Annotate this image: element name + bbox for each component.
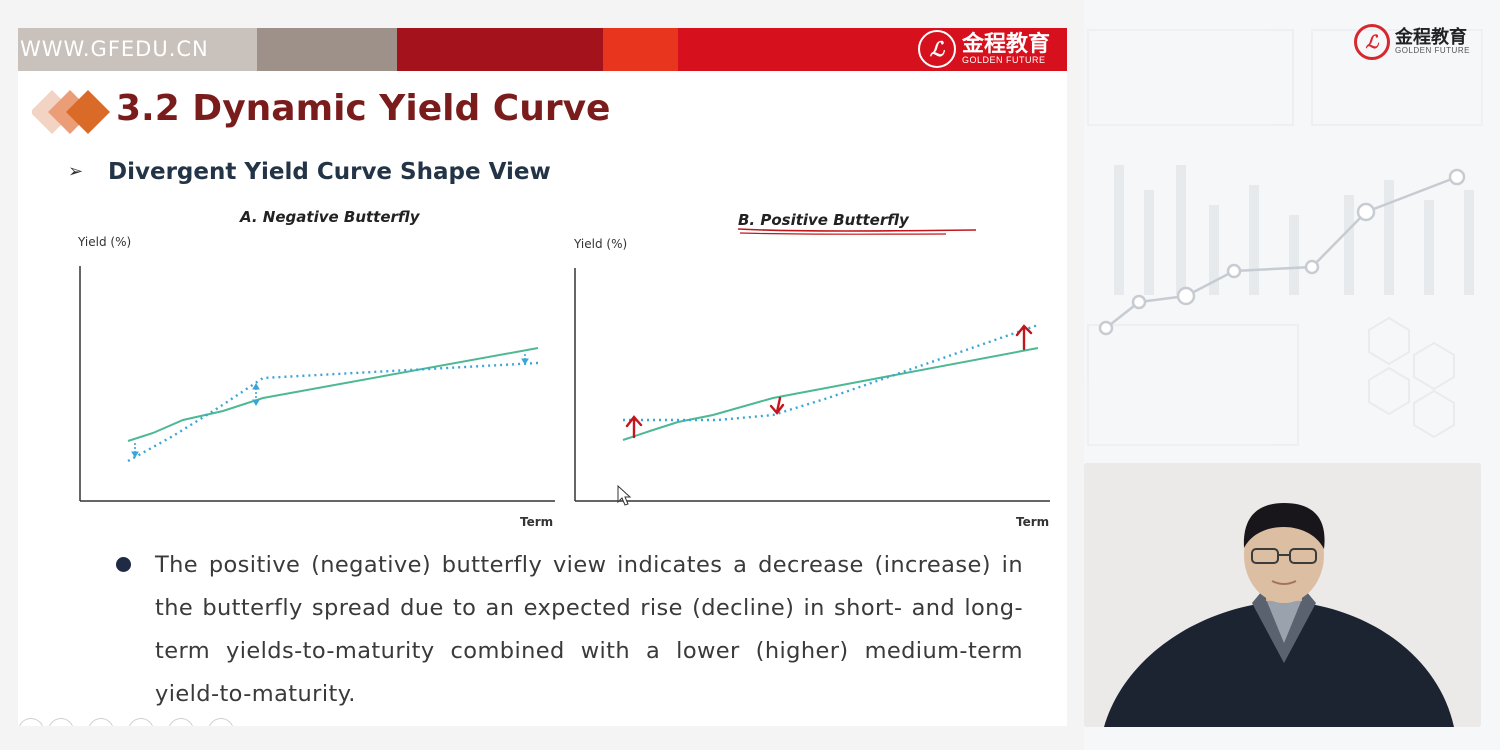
presenter-image: [1084, 463, 1481, 727]
website-url: WWW.GFEDU.CN: [20, 37, 209, 61]
right-logo-en: GOLDEN FUTURE: [1395, 46, 1470, 55]
logo-seal-icon: ℒ: [918, 30, 956, 68]
figure-a-ylabel: Yield (%): [78, 235, 132, 249]
header-logo: ℒ 金程教育 GOLDEN FUTURE: [918, 30, 1050, 68]
page-title: 3.2 Dynamic Yield Curve: [116, 88, 611, 129]
logo-seal-icon: ℒ: [1354, 24, 1390, 60]
figure-b-chart: [574, 268, 1050, 506]
webcam-video: [1084, 463, 1481, 727]
right-panel: ℒ 金程教育 GOLDEN FUTURE: [1084, 0, 1500, 750]
logo-cn-text: 金程教育: [962, 31, 1051, 57]
slide: WWW.GFEDU.CN ℒ 金程教育 GOLDEN FUTURE 3.2 Dy…: [18, 28, 1067, 726]
figure-a-current-curve: [127, 347, 539, 442]
logo-en-text: GOLDEN FUTURE: [962, 54, 1046, 65]
figure-a-xlabel: Term: [520, 515, 554, 529]
toolbar-zoom-icon[interactable]: [168, 718, 194, 726]
arrow-bullet-icon: ➢: [68, 161, 84, 181]
figure-b-current-curve: [622, 347, 1039, 441]
toolbar-more-icon[interactable]: [208, 718, 234, 726]
bullet-text: The positive (negative) butterfly view i…: [155, 552, 1023, 707]
figure-b-xlabel: Term: [1016, 515, 1050, 529]
right-logo-cn: 金程教育: [1395, 27, 1467, 48]
figure-a-change-arrows: [131, 354, 529, 458]
bullet-dot: [116, 557, 131, 572]
section-subtitle: Divergent Yield Curve Shape View: [108, 159, 551, 185]
figure-b-expected-curve: [623, 323, 1039, 422]
toolbar-pen-icon[interactable]: [88, 718, 114, 726]
figure-a-chart: [79, 266, 555, 502]
right-panel-logo: ℒ 金程教育 GOLDEN FUTURE: [1354, 24, 1470, 60]
figure-b-ylabel: Yield (%): [574, 237, 628, 251]
figure-a-expected-curve: [127, 361, 539, 463]
trend-line: [1105, 175, 1458, 329]
player-toolbar-icons[interactable]: [18, 718, 278, 726]
header-banner: WWW.GFEDU.CN ℒ 金程教育 GOLDEN FUTURE: [18, 28, 1067, 71]
toolbar-prev-icon[interactable]: [18, 718, 44, 726]
figure-a-title: A. Negative Butterfly: [240, 208, 420, 226]
background-infographic: [1087, 29, 1483, 446]
figure-b-red-arrows: [625, 324, 1033, 439]
diamond-bullet-icon: [32, 90, 110, 134]
figure-b-title: B. Positive Butterfly: [738, 211, 909, 229]
toolbar-grid-icon[interactable]: [128, 718, 154, 726]
toolbar-back-icon[interactable]: [48, 718, 74, 726]
mouse-cursor-icon: [617, 484, 632, 506]
underline-annotation: [737, 228, 977, 235]
